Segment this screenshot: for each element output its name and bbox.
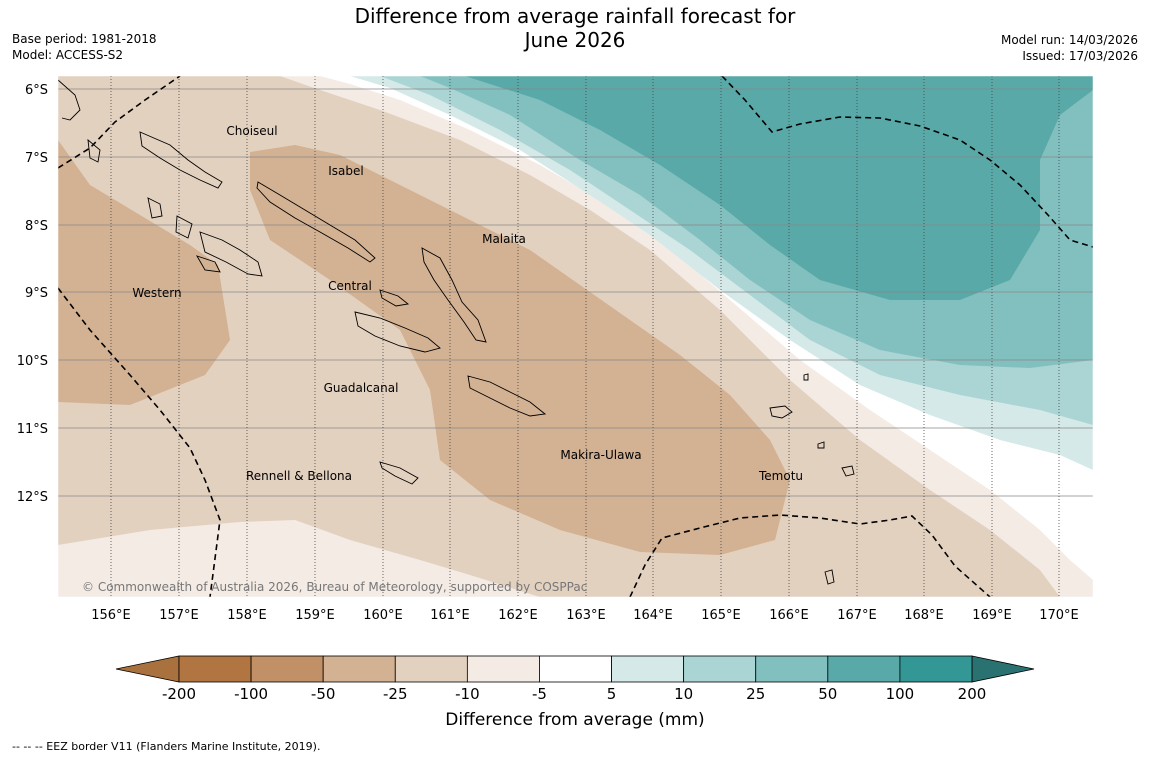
region-label-isabel: Isabel (328, 164, 363, 178)
band-minus-50-west (58, 140, 230, 405)
map-fill-layer (58, 76, 1093, 597)
lat-label: 10°S (17, 354, 48, 369)
colorbar-tick-label: 200 (958, 685, 987, 703)
eez-footnote: -- -- -- EEZ border V11 (Flanders Marine… (12, 740, 321, 753)
map-frame (57, 75, 1094, 598)
colorbar-segment (250, 655, 324, 683)
band-minus-10-south (58, 520, 540, 597)
lon-label: 167°E (837, 608, 877, 623)
issued-text: Issued: 17/03/2026 (1022, 49, 1138, 63)
eez-border-east (721, 76, 1093, 248)
colorbar-tick-label: -25 (383, 685, 408, 703)
meta-right: Model run: 14/03/2026 Issued: 17/03/2026 (1001, 32, 1138, 64)
malaita-island (421, 247, 487, 343)
lon-label: 166°E (769, 608, 809, 623)
lon-label: 168°E (904, 608, 944, 623)
colorbar-tick-label: -5 (532, 685, 547, 703)
lon-label: 170°E (1039, 608, 1079, 623)
copyright-credit: © Commonwealth of Australia 2026, Bureau… (82, 580, 588, 594)
lon-label: 159°E (295, 608, 335, 623)
region-label-rennell-bellona: Rennell & Bellona (246, 469, 352, 483)
santa-cruz-island (769, 405, 793, 419)
region-label-guadalcanal: Guadalcanal (324, 381, 399, 395)
lon-label: 156°E (91, 608, 131, 623)
choiseul-island (139, 131, 223, 189)
model-run-text: Model run: 14/03/2026 (1000, 33, 1138, 47)
eez-borders (58, 76, 1093, 597)
colorbar-segment (178, 655, 252, 683)
colorbar-tick-label: -200 (162, 685, 196, 703)
isabel-island (256, 181, 376, 263)
new-georgia-island (199, 231, 263, 277)
lon-label: 160°E (363, 608, 403, 623)
eez-border-west (58, 287, 221, 597)
colorbar-segment (755, 655, 829, 683)
lon-label: 162°E (498, 608, 538, 623)
colorbar-segments (178, 655, 973, 683)
colorbar-segment (539, 655, 612, 683)
longitude-labels: 156°E 157°E 158°E 159°E 160°E 161°E 162°… (91, 608, 1079, 623)
lon-label: 164°E (633, 608, 673, 623)
latitude-labels: 6°S 7°S 8°S 9°S 10°S 11°S 12°S (17, 83, 48, 505)
colorbar-tick-label: -10 (455, 685, 480, 703)
lat-label: 11°S (17, 422, 48, 437)
lat-label: 6°S (25, 83, 48, 98)
region-labels: Choiseul Isabel Malaita Western Central … (132, 124, 803, 483)
lon-label: 161°E (430, 608, 470, 623)
title-line-1: Difference from average rainfall forecas… (354, 4, 796, 28)
lat-label: 12°S (17, 490, 48, 505)
colorbar-tick-label: 10 (674, 685, 693, 703)
model-text: Model: ACCESS-S2 (12, 48, 124, 62)
meta-left: Base period: 1981-2018 Model: ACCESS-S2 (12, 31, 157, 63)
colorbar-segment (827, 655, 901, 683)
colorbar-tick-labels: -200 -100 -50 -25 -10 -5 5 10 25 50 100 200 (162, 685, 986, 703)
florida-islands (379, 289, 410, 307)
title-line-2: June 2026 (524, 28, 626, 52)
lon-label: 165°E (701, 608, 741, 623)
colorbar-left-arrow (115, 655, 180, 683)
region-label-temotu: Temotu (758, 469, 803, 483)
colorbar-title: Difference from average (mm) (445, 710, 705, 730)
colorbar-tick-label: 50 (818, 685, 837, 703)
colorbar-segment (611, 655, 685, 683)
lat-label: 7°S (25, 151, 48, 166)
colorbar-segment (683, 655, 757, 683)
lat-label: 8°S (25, 219, 48, 234)
band-minus-50 (250, 145, 790, 555)
colorbar-tick-label: 25 (746, 685, 765, 703)
colorbar-tick-label: -100 (234, 685, 268, 703)
colorbar-segment (466, 655, 540, 683)
lon-label: 163°E (566, 608, 606, 623)
lon-label: 157°E (159, 608, 199, 623)
lat-label: 9°S (25, 286, 48, 301)
region-label-central: Central (328, 279, 372, 293)
colorbar-segment (394, 655, 468, 683)
colorbar-right-arrow (971, 655, 1035, 683)
eez-border-north (58, 76, 181, 169)
colorbar-tick-label: -50 (311, 685, 336, 703)
chart-title: Difference from average rainfall forecas… (0, 4, 1150, 52)
colorbar-segment (322, 655, 396, 683)
region-label-western: Western (132, 286, 181, 300)
colorbar: -200 -100 -50 -25 -10 -5 5 10 25 50 100 200 (115, 655, 1035, 703)
base-period-text: Base period: 1981-2018 (12, 32, 157, 46)
region-label-malaita: Malaita (482, 232, 526, 246)
rennell-island (379, 461, 419, 485)
makira-island (467, 375, 547, 417)
colorbar-tick-label: 100 (886, 685, 915, 703)
region-label-choiseul: Choiseul (226, 124, 277, 138)
lon-label: 169°E (972, 608, 1012, 623)
colorbar-tick-label: 5 (607, 685, 617, 703)
coastlines (58, 79, 855, 585)
lon-label: 158°E (227, 608, 267, 623)
colorbar-segment (899, 655, 973, 683)
latitude-gridlines (58, 88, 1093, 497)
region-label-makira-ulawa: Makira-Ulawa (560, 448, 641, 462)
guadalcanal-island (354, 311, 441, 353)
bougainville-coast (58, 79, 81, 121)
